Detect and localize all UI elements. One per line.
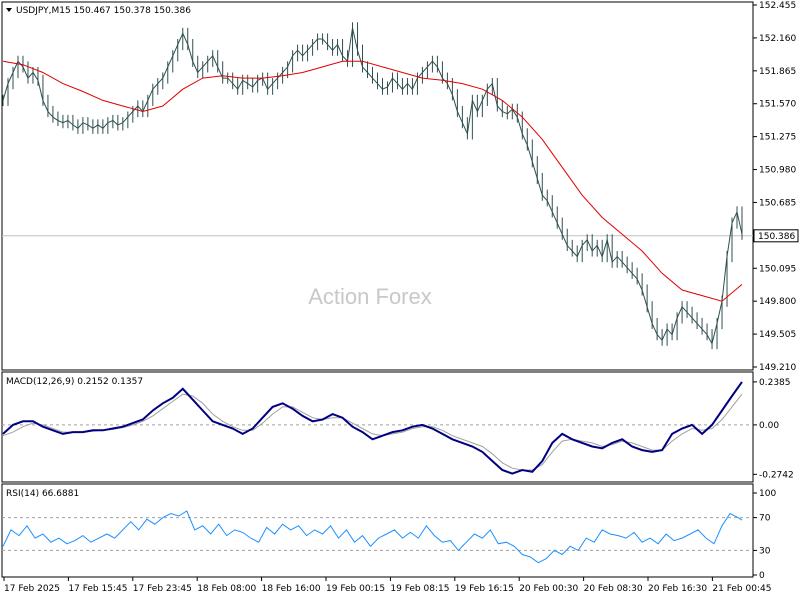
rsi-line [2, 510, 743, 564]
price-y-tick-label: 149.505 [759, 330, 796, 340]
macd-y-tick-label: 0.00 [759, 421, 779, 431]
price-y-tick-label: 149.800 [759, 297, 796, 307]
macd-signal-line [2, 393, 743, 471]
price-y-tick-label: 151.275 [759, 133, 796, 143]
rsi-y-tick-label: 100 [759, 489, 776, 499]
price-y-tick-label: 150.685 [759, 198, 796, 208]
rsi-layer [2, 510, 753, 564]
macd-y-tick-label: 0.2385 [759, 378, 791, 388]
x-tick-label: 20 Feb 00:30 [519, 584, 578, 594]
x-tick-label: 19 Feb 16:15 [455, 584, 514, 594]
x-tick-label: 17 Feb 23:45 [133, 584, 192, 594]
x-tick-label: 20 Feb 16:30 [648, 584, 707, 594]
price-panel-frame [1, 1, 754, 371]
current-price-box [753, 229, 799, 243]
rsi-panel-frame [1, 483, 754, 578]
price-y-tick-label: 151.570 [759, 100, 796, 110]
rsi-y-tick-label: 0 [759, 571, 765, 581]
price-line [2, 27, 743, 345]
price-layer [2, 22, 753, 350]
x-tick-label: 18 Feb 16:00 [262, 584, 321, 594]
price-y-tick-label: 150.980 [759, 166, 796, 176]
macd-panel-title: MACD(12,26,9) 0.2152 0.1357 [6, 377, 143, 387]
rsi-panel-title: RSI(14) 66.6881 [6, 489, 79, 499]
x-tick-label: 17 Feb 2025 [4, 584, 60, 594]
x-tick-label: 20 Feb 08:30 [584, 584, 643, 594]
macd-y-tick-label: -0.2742 [759, 470, 794, 480]
rsi-y-tick-label: 70 [759, 514, 771, 524]
price-panel-title: USDJPY,M15 150.467 150.378 150.386 [16, 6, 191, 16]
x-tick-label: 17 Feb 15:45 [68, 584, 127, 594]
price-y-tick-label: 152.455 [759, 1, 796, 11]
rsi-y-tick-label: 30 [759, 546, 771, 556]
moving-average-line [2, 60, 743, 302]
macd-panel-frame [1, 371, 754, 483]
macd-line [2, 381, 743, 475]
price-y-tick-label: 149.210 [759, 363, 796, 373]
x-tick-label: 18 Feb 08:00 [197, 584, 256, 594]
price-y-tick-label: 150.095 [759, 264, 796, 274]
watermark: Action Forex [308, 284, 432, 309]
macd-layer [2, 381, 753, 475]
x-tick-label: 21 Feb 00:45 [712, 584, 771, 594]
x-tick-label: 19 Feb 08:15 [390, 584, 449, 594]
price-y-tick-label: 151.865 [759, 67, 796, 77]
dropdown-triangle-icon[interactable] [6, 8, 12, 12]
current-price-label: 150.386 [758, 232, 795, 242]
axes-layer: 152.455 152.160 151.865 151.570 151.275 150.9… [3, 1, 799, 594]
price-y-tick-label: 152.160 [759, 34, 796, 44]
x-tick-label: 19 Feb 00:15 [326, 584, 385, 594]
